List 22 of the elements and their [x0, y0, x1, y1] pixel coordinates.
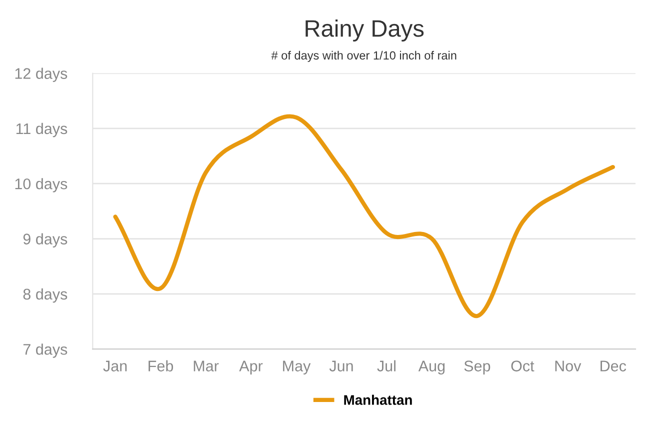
y-tick-label: 11 days [16, 122, 68, 138]
x-tick-label: Apr [239, 360, 263, 374]
line-series [113, 114, 615, 318]
y-tick-label: 12 days [15, 68, 68, 82]
x-tick-label: May [283, 360, 311, 374]
x-tick-label: Aug [418, 360, 445, 374]
x-tick-label: Oct [511, 360, 534, 372]
chart-title: Rainy Days [306, 20, 424, 42]
chart-subtitle: # of days with over 1/10 inch of rain [271, 50, 456, 62]
legend-label: Manhattan [344, 394, 412, 405]
x-tick-label: Jan [103, 360, 127, 372]
x-tick-label: Sep [464, 360, 490, 374]
x-tick-label: Feb [148, 360, 174, 372]
x-tick-label: Nov [555, 360, 582, 372]
x-tick-label: Jul [377, 360, 396, 372]
y-tick-label: 8 days [23, 288, 68, 303]
y-tick-label: 10 days [15, 178, 68, 192]
y-tick-label: 7 days [23, 344, 68, 358]
x-tick-label: Jun [329, 360, 353, 372]
x-tick-label: Mar [194, 360, 219, 372]
x-tick-label: Dec [600, 360, 626, 372]
y-tick-label: 9 days [23, 233, 68, 248]
